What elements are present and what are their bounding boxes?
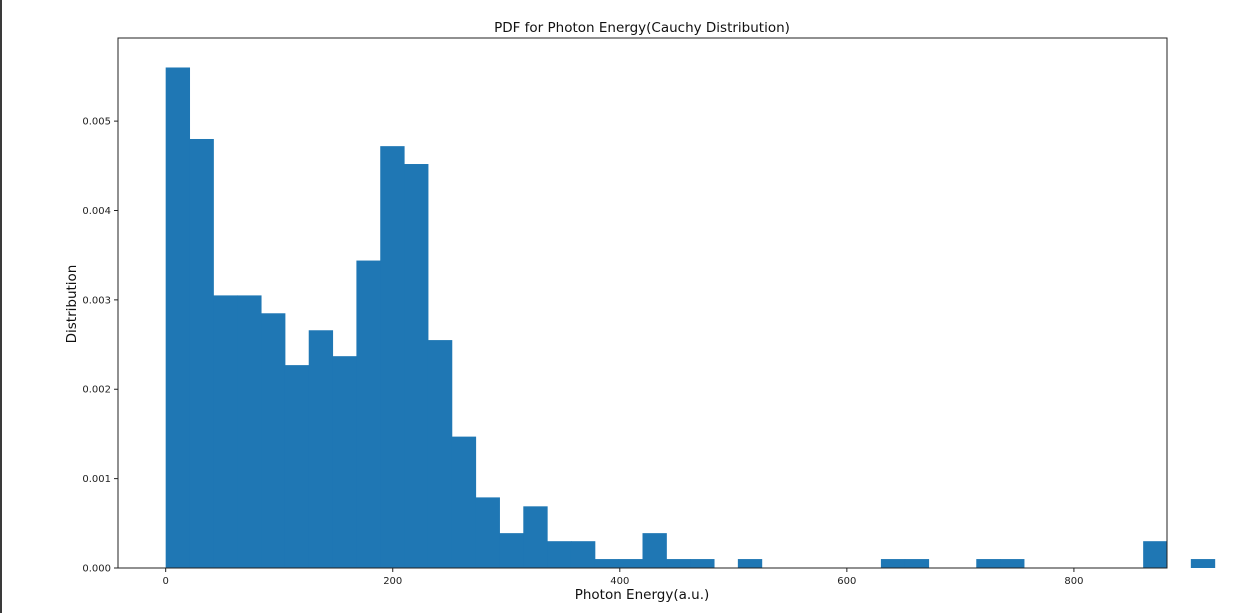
x-tick-label: 400 bbox=[610, 576, 629, 587]
y-tick-label: 0.004 bbox=[82, 206, 111, 217]
y-tick-label: 0.005 bbox=[82, 117, 111, 128]
histogram-bar bbox=[570, 541, 596, 568]
histogram-bar bbox=[404, 164, 429, 568]
histogram-bar bbox=[427, 340, 453, 568]
histogram-bar bbox=[642, 533, 667, 568]
chart-title: PDF for Photon Energy(Cauchy Distributio… bbox=[494, 20, 790, 36]
histogram-bars bbox=[165, 67, 1216, 569]
x-tick-label: 200 bbox=[383, 576, 402, 587]
window-left-edge bbox=[0, 0, 2, 613]
histogram-bar bbox=[904, 559, 930, 568]
y-axis-ticks: 0.000 0.001 0.002 0.003 0.004 0.005 bbox=[82, 117, 118, 575]
histogram-bar bbox=[523, 506, 548, 568]
x-axis-ticks: 0 200 400 600 800 bbox=[162, 568, 1083, 587]
histogram-bar bbox=[594, 559, 620, 568]
histogram-bar bbox=[451, 436, 477, 568]
histogram-bar bbox=[165, 67, 191, 569]
histogram-bar bbox=[499, 533, 524, 568]
histogram-bar bbox=[332, 356, 357, 568]
histogram-bar bbox=[237, 295, 262, 568]
histogram-bar bbox=[880, 559, 906, 568]
histogram-bar bbox=[356, 260, 381, 568]
x-tick-label: 600 bbox=[837, 576, 856, 587]
histogram-bar bbox=[1143, 541, 1168, 568]
y-axis-label: Distribution bbox=[64, 265, 80, 344]
histogram-bar bbox=[284, 365, 310, 568]
x-axis-label: Photon Energy(a.u.) bbox=[575, 587, 710, 603]
histogram-bar bbox=[213, 295, 238, 568]
histogram-bar bbox=[1000, 559, 1025, 568]
x-tick-label: 800 bbox=[1064, 576, 1083, 587]
histogram-bar bbox=[737, 559, 763, 568]
plot-frame bbox=[117, 37, 1168, 569]
y-tick-label: 0.000 bbox=[82, 564, 111, 575]
histogram-bar bbox=[189, 138, 214, 569]
histogram-bar bbox=[261, 313, 286, 568]
x-tick-label: 0 bbox=[162, 576, 168, 587]
y-tick-label: 0.001 bbox=[82, 474, 111, 485]
histogram-bar bbox=[308, 330, 334, 568]
histogram-bar bbox=[666, 559, 691, 568]
histogram-bar bbox=[475, 497, 500, 568]
y-tick-label: 0.002 bbox=[82, 385, 111, 396]
histogram-bar bbox=[618, 559, 643, 568]
histogram-bar bbox=[1190, 559, 1216, 568]
histogram-bar bbox=[690, 559, 715, 568]
histogram-bar bbox=[976, 559, 1001, 568]
histogram-bar bbox=[380, 146, 405, 568]
histogram-bar bbox=[547, 541, 572, 568]
y-tick-label: 0.003 bbox=[82, 295, 111, 306]
